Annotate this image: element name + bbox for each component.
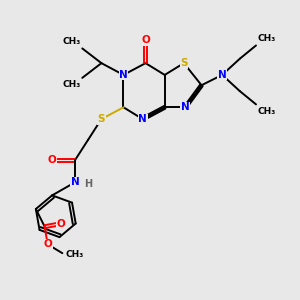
Text: N: N <box>138 114 147 124</box>
Text: S: S <box>98 114 105 124</box>
Text: S: S <box>180 58 188 68</box>
Text: O: O <box>43 239 52 249</box>
Text: O: O <box>56 219 65 229</box>
Text: N: N <box>119 70 128 80</box>
Text: CH₃: CH₃ <box>63 37 81 46</box>
Text: N: N <box>181 102 190 112</box>
Text: H: H <box>84 179 92 189</box>
Text: CH₃: CH₃ <box>257 107 276 116</box>
Text: CH₃: CH₃ <box>63 80 81 89</box>
Text: N: N <box>218 70 226 80</box>
Text: CH₃: CH₃ <box>65 250 84 259</box>
Text: O: O <box>141 35 150 45</box>
Text: O: O <box>48 155 56 165</box>
Text: N: N <box>70 177 79 188</box>
Text: CH₃: CH₃ <box>257 34 276 43</box>
